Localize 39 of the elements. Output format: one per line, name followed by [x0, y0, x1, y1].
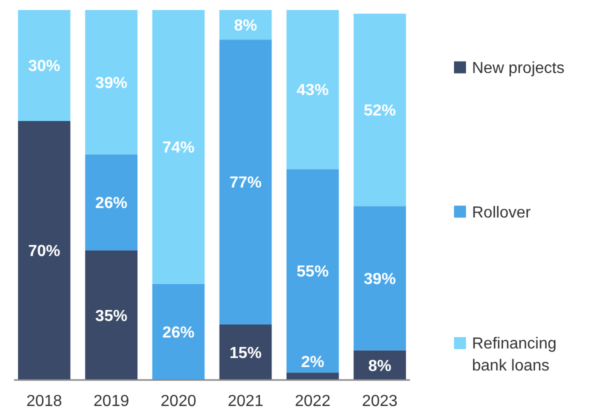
- bar: [354, 14, 406, 206]
- legend-label: New projects: [472, 60, 564, 77]
- data-label: 26%: [95, 195, 128, 212]
- bar: [152, 10, 205, 284]
- data-label: 2%: [301, 354, 324, 372]
- data-label: 70%: [28, 243, 60, 260]
- bar: [85, 250, 138, 380]
- x-tick-label: 2021: [228, 393, 264, 410]
- data-label: 77%: [230, 174, 262, 192]
- x-tick-label: 2022: [294, 393, 331, 410]
- bar: [85, 10, 138, 154]
- data-label: 43%: [296, 82, 329, 100]
- bar: [286, 169, 339, 373]
- data-label: 74%: [162, 140, 194, 156]
- bar: [219, 40, 272, 324]
- bar: [286, 10, 339, 170]
- legend-label: Refinancing bank loans: [472, 336, 556, 375]
- data-label: 35%: [95, 308, 128, 325]
- data-label: 39%: [364, 270, 396, 288]
- data-label: 15%: [230, 344, 262, 362]
- bar: [219, 324, 272, 380]
- x-tick-label: 2020: [160, 393, 196, 410]
- x-tick-label: 2018: [26, 393, 62, 410]
- bar: [152, 284, 205, 380]
- data-label: 39%: [95, 74, 128, 92]
- data-label: 55%: [296, 263, 329, 280]
- bar: [85, 154, 138, 250]
- x-tick-label: 2023: [362, 393, 398, 410]
- bar: [354, 206, 406, 350]
- data-label: 52%: [364, 102, 396, 120]
- x-tick-label: 2019: [94, 393, 130, 410]
- data-label: 8%: [368, 358, 392, 375]
- bar: [286, 372, 339, 380]
- legend-label: Rollover: [472, 204, 532, 222]
- data-label: 30%: [28, 58, 60, 76]
- bar: [18, 121, 70, 380]
- data-label: 8%: [234, 17, 258, 34]
- data-label: 26%: [162, 324, 194, 342]
- bar: [18, 10, 70, 121]
